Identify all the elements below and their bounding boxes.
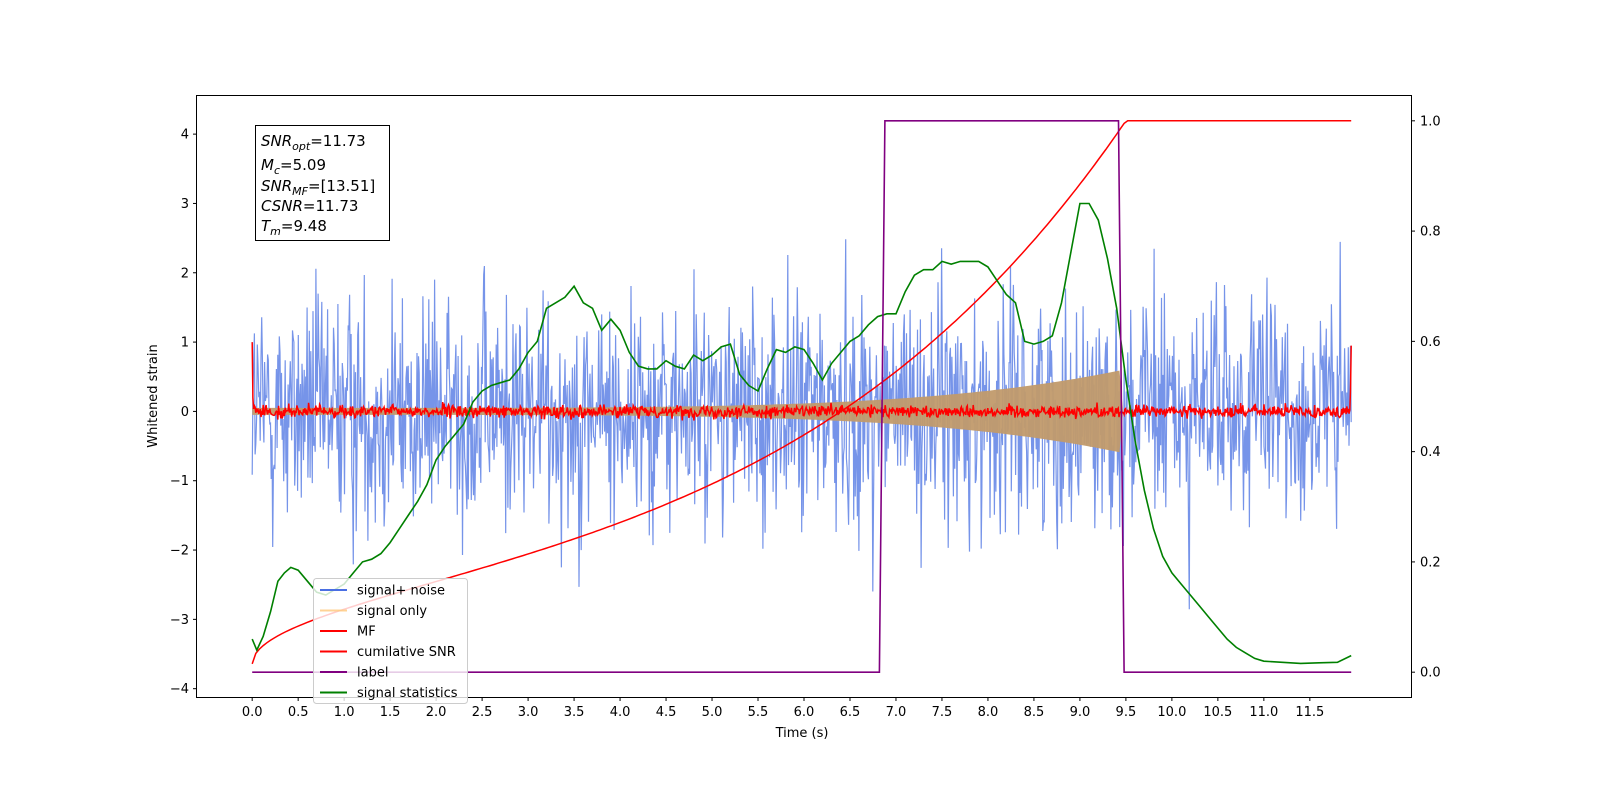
- stats-snr-mf-name: SNR: [261, 177, 292, 195]
- legend-label: cumilative SNR: [357, 645, 456, 660]
- stats-tm-name: T: [261, 217, 272, 235]
- x-tick-label: 4.0: [610, 705, 631, 720]
- stats-snr-opt: SNRopt=11.73: [261, 132, 366, 153]
- y-left-tick-label: 3: [181, 197, 189, 212]
- stats-snr-mf: SNRMF=[13.51]: [261, 177, 375, 198]
- stats-csnr-name: CSNR: [261, 197, 303, 215]
- x-tick-label: 0.5: [288, 705, 309, 720]
- y-axis-title: Whitened strain: [146, 344, 161, 447]
- legend-label: MF: [357, 625, 376, 640]
- x-tick-label: 9.0: [1070, 705, 1091, 720]
- stats-csnr: CSNR=11.73: [261, 197, 358, 215]
- y-right-tick-label: 0.4: [1420, 445, 1441, 460]
- y-left-tick-label: 0: [181, 405, 189, 420]
- y-left-tick-label: −2: [170, 544, 189, 559]
- x-tick-label: 7.5: [932, 705, 953, 720]
- x-tick-label: 10.5: [1203, 705, 1232, 720]
- y-right-tick-label: 0.8: [1420, 225, 1441, 240]
- x-tick-label: 11.5: [1295, 705, 1324, 720]
- x-tick-label: 1.5: [380, 705, 401, 720]
- mf-series: [251, 342, 1352, 421]
- stats-tm-value: =9.48: [281, 217, 327, 235]
- x-tick-label: 8.0: [978, 705, 999, 720]
- stats-snr-opt-value: =11.73: [310, 132, 366, 150]
- stats-box-frame: [255, 125, 390, 241]
- y-left-tick-label: 4: [181, 128, 189, 143]
- legend-label: signal+ noise: [357, 584, 445, 599]
- legend-label: signal statistics: [357, 686, 458, 701]
- signal-statistics-series: [251, 202, 1352, 665]
- x-tick-label: 6.5: [840, 705, 861, 720]
- x-tick-label: 6.0: [794, 705, 815, 720]
- x-tick-label: 1.0: [334, 705, 355, 720]
- x-tick-label: 0.0: [242, 705, 263, 720]
- label-series: [252, 120, 1352, 673]
- legend-frame: [313, 578, 468, 704]
- stats-tm-sub: m: [270, 225, 281, 238]
- y-left-tick-label: −3: [170, 613, 189, 628]
- y-right-tick-label: 0.6: [1420, 335, 1441, 350]
- stats-mc: Mc=5.09: [261, 156, 326, 177]
- signal-noise-series: [251, 239, 1352, 610]
- x-tick-label: 9.5: [1116, 705, 1137, 720]
- x-tick-label: 5.0: [702, 705, 723, 720]
- x-tick-label: 3.5: [564, 705, 585, 720]
- x-tick-label: 2.0: [426, 705, 447, 720]
- stats-snr-opt-sub: opt: [292, 140, 311, 153]
- x-tick-label: 8.5: [1024, 705, 1045, 720]
- stats-box: SNRopt=11.73 Mc=5.09 SNRMF=[13.51] CSNR=…: [255, 125, 390, 241]
- legend: signal+ noise signal only MF cumilative SNR…: [313, 578, 468, 704]
- stats-mc-sub: c: [274, 164, 280, 177]
- stats-mc-name: M: [261, 156, 274, 174]
- legend-label: label: [357, 666, 388, 681]
- x-tick-label: 2.5: [472, 705, 493, 720]
- y-left-tick-label: 2: [181, 266, 189, 281]
- x-tick-label: 11.0: [1249, 705, 1278, 720]
- axes-ticks: 0.0 0.5 1.0 1.5 2.0 2.5 3.0 3.5 4.0 4.5 5.0 5.5 6.0 6…: [170, 114, 1441, 720]
- x-axis-title: Time (s): [775, 726, 829, 741]
- x-tick-label: 5.5: [748, 705, 769, 720]
- stats-mc-value: =5.09: [280, 156, 326, 174]
- y-left-tick-label: 1: [181, 336, 189, 351]
- stats-snr-opt-name: SNR: [261, 132, 292, 150]
- y-right-tick-label: 1.0: [1420, 114, 1441, 129]
- x-tick-label: 4.5: [656, 705, 677, 720]
- stats-tm: Tm=9.48: [261, 217, 327, 238]
- stats-snr-mf-sub: MF: [292, 185, 308, 198]
- x-tick-label: 10.0: [1157, 705, 1186, 720]
- stats-csnr-value: =11.73: [303, 197, 359, 215]
- y-left-tick-label: −4: [170, 682, 189, 697]
- y-right-tick-label: 0.0: [1420, 666, 1441, 681]
- stats-snr-mf-value: =[13.51]: [308, 177, 375, 195]
- y-left-tick-label: −1: [170, 474, 189, 489]
- x-tick-label: 7.0: [886, 705, 907, 720]
- y-right-tick-label: 0.2: [1420, 555, 1441, 570]
- x-tick-label: 3.0: [518, 705, 539, 720]
- legend-label: signal only: [357, 604, 427, 619]
